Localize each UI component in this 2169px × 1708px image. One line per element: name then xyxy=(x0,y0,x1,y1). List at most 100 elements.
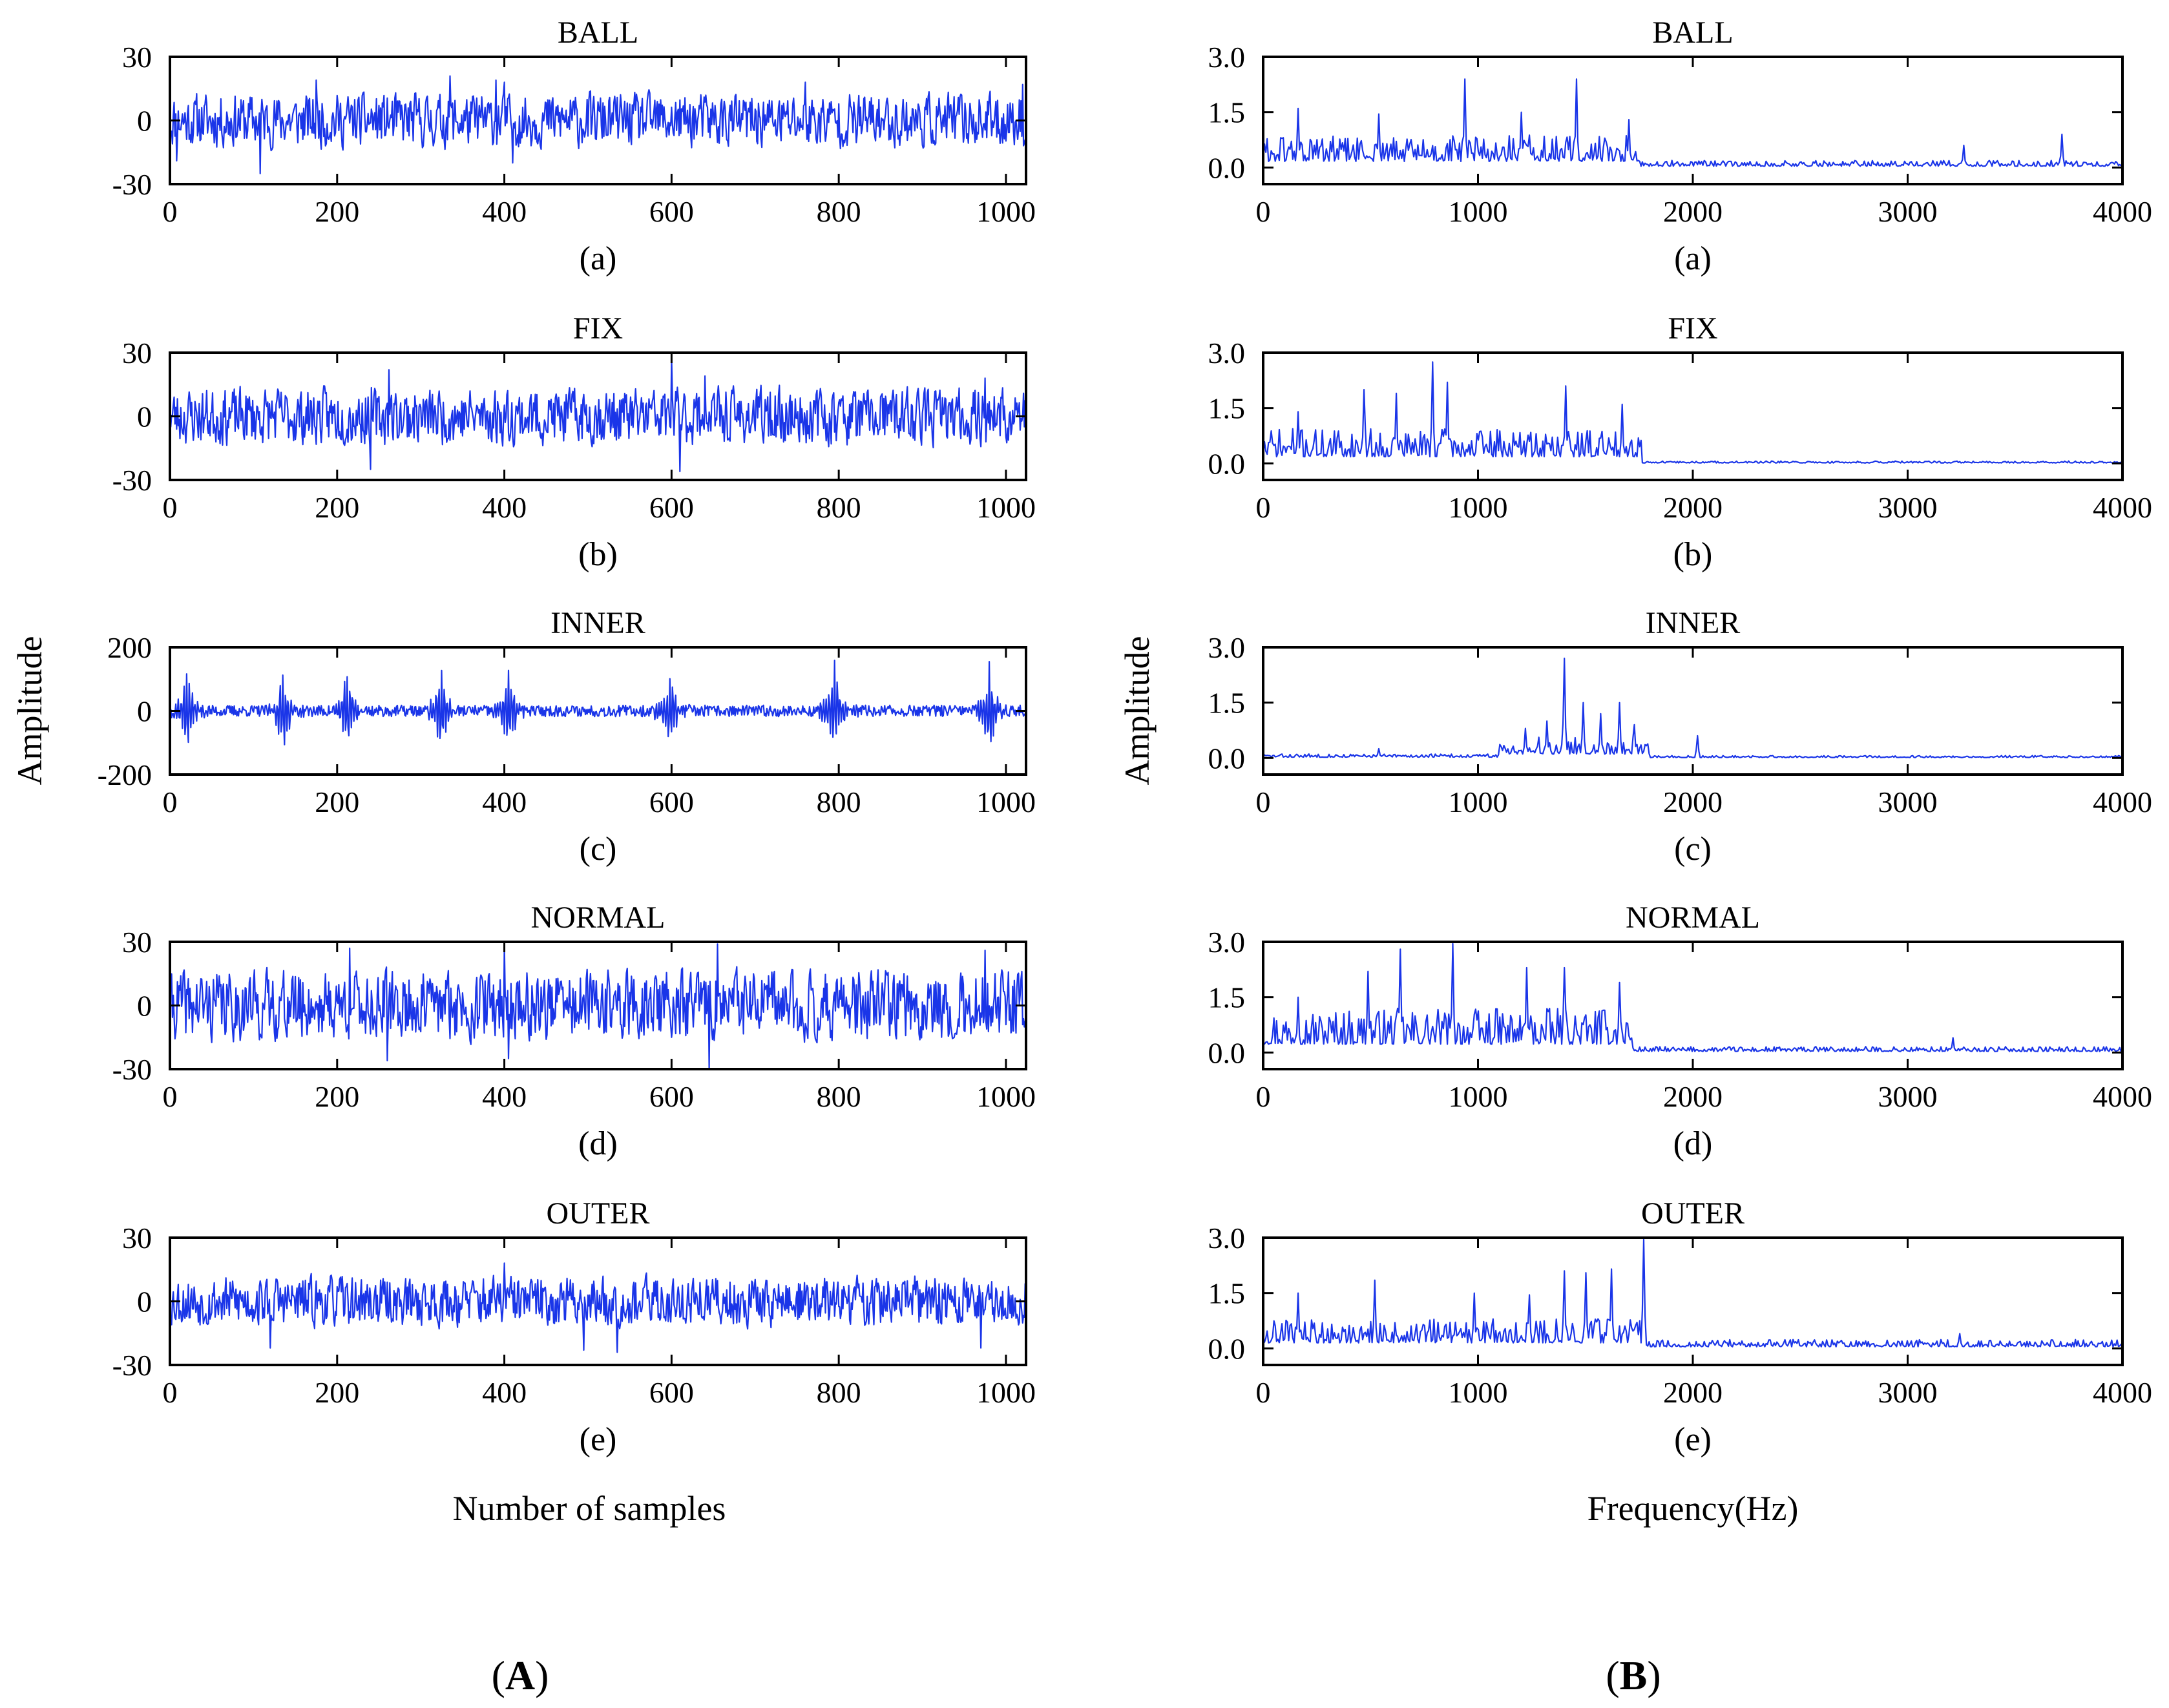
freq-inner-x-tick-label-0: 0 xyxy=(1256,786,1271,818)
time-normal-x-tick-label-0: 0 xyxy=(163,1080,178,1113)
time-inner-panel: INNER 0 200 400 600 800 1000 200 0 -200 (c) xyxy=(98,606,1036,868)
time-outer-y-tick-label-2: -30 xyxy=(112,1349,152,1382)
time-outer-x-tick-label-0: 0 xyxy=(163,1376,178,1409)
freq-outer-y-tick-label-1: 1.5 xyxy=(1208,1277,1246,1310)
freq-normal-y-tick-label-2: 0.0 xyxy=(1208,1036,1246,1069)
time-fix-panel: FIX 0 200 400 600 800 1000 30 0 -30 (b) xyxy=(112,311,1036,573)
time-inner-caption: (c) xyxy=(580,831,617,868)
time-normal-x-tick-label-5: 1000 xyxy=(976,1080,1036,1113)
time-normal-title: NORMAL xyxy=(530,901,665,935)
figure-label-a-open: ( xyxy=(492,1652,505,1698)
freq-ball-panel: BALL 0 1000 2000 3000 4000 3.0 1.5 0.0 (a) xyxy=(1208,16,2153,277)
left-x-axis-title: Number of samples xyxy=(453,1489,726,1528)
freq-outer-x-tick-label-2: 2000 xyxy=(1663,1376,1723,1409)
time-outer-y-tick-label-0: 30 xyxy=(122,1222,152,1255)
freq-outer-panel: OUTER 0 1000 2000 3000 4000 3.0 1.5 0.0 (e) xyxy=(1208,1196,2153,1458)
freq-fix-title: FIX xyxy=(1668,311,1717,346)
freq-ball-series-line-0 xyxy=(1263,78,2122,167)
time-ball-y-tick-label-0: 30 xyxy=(122,41,152,74)
time-ball-title: BALL xyxy=(558,16,638,50)
time-ball-x-tick-label-3: 600 xyxy=(649,195,694,228)
time-ball-y-tick-label-1: 0 xyxy=(137,105,152,138)
freq-ball-x-tick-label-2: 2000 xyxy=(1663,195,1723,228)
freq-fix-frame xyxy=(1262,351,2124,481)
freq-ball-y-tick-label-2: 0.0 xyxy=(1208,151,1246,184)
time-fix-y-tick-label-1: 0 xyxy=(137,401,152,433)
freq-ball-title: BALL xyxy=(1652,16,1733,50)
time-normal-panel: NORMAL 0 200 400 600 800 1000 30 0 -30 (d) xyxy=(112,901,1036,1162)
freq-inner-series-line-0 xyxy=(1263,658,2122,758)
freq-ball-x-tick-label-1: 1000 xyxy=(1449,195,1508,228)
time-inner-series-line-0 xyxy=(170,660,1026,745)
time-fix-x-tick-label-1: 200 xyxy=(315,491,359,524)
freq-fix-x-tick-label-1: 1000 xyxy=(1449,491,1508,524)
time-normal-x-tick-label-4: 800 xyxy=(817,1080,861,1113)
freq-fix-x-tick-label-0: 0 xyxy=(1256,491,1271,524)
freq-fix-x-tick-label-4: 4000 xyxy=(2093,491,2152,524)
time-outer-x-tick-label-5: 1000 xyxy=(976,1376,1036,1409)
freq-outer-y-tick-label-0: 3.0 xyxy=(1208,1222,1246,1255)
freq-inner-x-tick-label-4: 4000 xyxy=(2093,786,2152,818)
time-ball-x-tick-label-4: 800 xyxy=(817,195,861,228)
time-outer-series-line-0 xyxy=(170,1262,1026,1353)
time-fix-x-tick-label-2: 400 xyxy=(482,491,527,524)
freq-normal-title: NORMAL xyxy=(1626,901,1760,935)
time-outer-caption: (e) xyxy=(580,1421,617,1458)
freq-outer-series-line-0 xyxy=(1263,1238,2122,1348)
time-outer-x-tick-label-3: 600 xyxy=(649,1376,694,1409)
right-x-axis-title: Frequency(Hz) xyxy=(1587,1489,1799,1528)
time-inner-y-tick-label-0: 200 xyxy=(107,631,152,664)
time-fix-title: FIX xyxy=(573,311,623,346)
freq-normal-y-tick-label-1: 1.5 xyxy=(1208,981,1246,1014)
time-inner-x-tick-label-3: 600 xyxy=(649,786,694,818)
time-fix-y-tick-label-0: 30 xyxy=(122,337,152,370)
freq-outer-x-tick-label-4: 4000 xyxy=(2093,1376,2152,1409)
time-ball-x-tick-label-5: 1000 xyxy=(976,195,1036,228)
freq-outer-y-tick-label-2: 0.0 xyxy=(1208,1332,1246,1365)
freq-inner-caption: (c) xyxy=(1674,831,1712,868)
time-normal-x-tick-label-3: 600 xyxy=(649,1080,694,1113)
freq-inner-y-tick-label-1: 1.5 xyxy=(1208,687,1246,720)
time-inner-y-tick-label-1: 0 xyxy=(137,695,152,728)
freq-inner-x-tick-label-1: 1000 xyxy=(1449,786,1508,818)
time-ball-x-tick-label-2: 400 xyxy=(482,195,527,228)
freq-inner-title: INNER xyxy=(1646,606,1741,640)
freq-normal-series-line-0 xyxy=(1263,943,2122,1052)
freq-ball-x-tick-label-3: 3000 xyxy=(1878,195,1938,228)
figure-label-b: (B) xyxy=(1606,1652,1661,1698)
freq-fix-panel: FIX 0 1000 2000 3000 4000 3.0 1.5 0.0 (b) xyxy=(1208,311,2153,573)
freq-inner-y-tick-label-2: 0.0 xyxy=(1208,742,1246,775)
left-y-axis-title: Amplitude xyxy=(10,636,49,786)
time-normal-y-tick-label-1: 0 xyxy=(137,990,152,1023)
freq-fix-series-line-0 xyxy=(1263,361,2122,464)
freq-inner-y-tick-label-0: 3.0 xyxy=(1208,631,1246,664)
time-outer-x-tick-label-2: 400 xyxy=(482,1376,527,1409)
time-fix-x-tick-label-4: 800 xyxy=(817,491,861,524)
time-normal-x-tick-label-2: 400 xyxy=(482,1080,527,1113)
figure-label-a-letter: A xyxy=(505,1652,535,1698)
time-fix-x-tick-label-3: 600 xyxy=(649,491,694,524)
freq-ball-x-tick-label-0: 0 xyxy=(1256,195,1271,228)
freq-ball-y-tick-label-0: 3.0 xyxy=(1208,41,1246,74)
freq-outer-x-tick-label-0: 0 xyxy=(1256,1376,1271,1409)
freq-inner-panel: INNER 0 1000 2000 3000 4000 3.0 1.5 0.0 (c) xyxy=(1208,606,2153,868)
freq-normal-x-tick-label-3: 3000 xyxy=(1878,1080,1938,1113)
time-outer-x-tick-label-1: 200 xyxy=(315,1376,359,1409)
time-inner-x-tick-label-0: 0 xyxy=(163,786,178,818)
freq-outer-caption: (e) xyxy=(1674,1421,1712,1458)
freq-fix-y-tick-label-2: 0.0 xyxy=(1208,447,1246,480)
time-outer-x-tick-label-4: 800 xyxy=(817,1376,861,1409)
time-inner-title: INNER xyxy=(550,606,645,640)
freq-normal-x-tick-label-2: 2000 xyxy=(1663,1080,1723,1113)
time-inner-x-tick-label-2: 400 xyxy=(482,786,527,818)
time-outer-y-tick-label-1: 0 xyxy=(137,1286,152,1318)
freq-fix-x-tick-label-3: 3000 xyxy=(1878,491,1938,524)
freq-fix-y-tick-label-1: 1.5 xyxy=(1208,392,1246,425)
time-normal-caption: (d) xyxy=(578,1125,618,1162)
figure-label-b-letter: B xyxy=(1620,1652,1648,1698)
figure-label-a-close: ) xyxy=(535,1652,549,1698)
freq-inner-x-tick-label-2: 2000 xyxy=(1663,786,1723,818)
freq-fix-x-tick-label-2: 2000 xyxy=(1663,491,1723,524)
freq-normal-x-tick-label-1: 1000 xyxy=(1449,1080,1508,1113)
